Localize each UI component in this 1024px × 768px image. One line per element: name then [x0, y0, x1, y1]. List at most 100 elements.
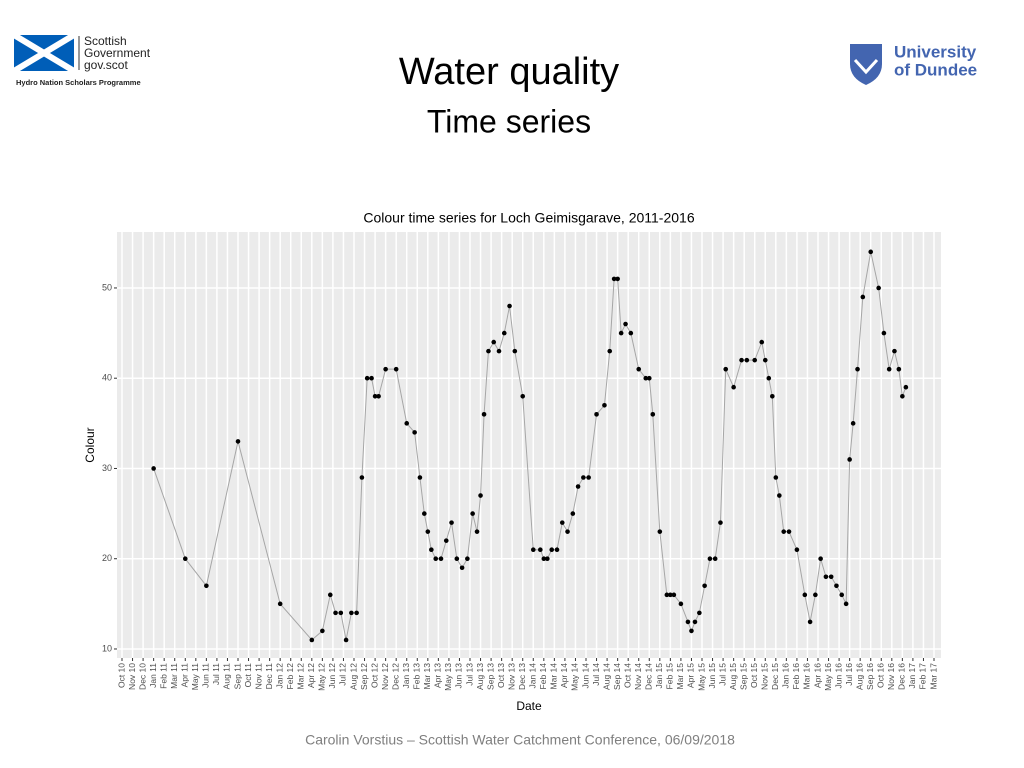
x-tick-label: Dec 11	[264, 663, 274, 690]
data-point	[759, 339, 765, 345]
data-point	[723, 366, 729, 372]
logo-text: Government	[84, 46, 151, 60]
x-tick-label: Jul 15	[717, 663, 727, 686]
x-tick-label: Mar 15	[675, 663, 685, 690]
data-point	[277, 601, 283, 607]
data-point	[491, 339, 497, 345]
data-point	[478, 493, 483, 498]
x-tick-label: Nov 11	[253, 663, 263, 690]
data-point	[850, 421, 856, 426]
data-point	[678, 601, 684, 607]
data-point	[501, 330, 507, 336]
x-tick-label: Dec 14	[644, 663, 654, 690]
data-point	[349, 610, 354, 616]
x-tick-label: Feb 11	[158, 663, 168, 689]
x-tick-label: Aug 12	[348, 663, 358, 690]
data-point	[770, 393, 775, 399]
data-point	[364, 375, 370, 381]
data-point	[429, 547, 434, 552]
data-point	[575, 484, 581, 489]
x-tick-label: Dec 12	[390, 663, 400, 690]
data-point	[602, 402, 607, 408]
x-tick-label: Mar 14	[549, 663, 559, 690]
x-tick-label: Oct 16	[876, 663, 886, 688]
data-point	[839, 592, 845, 598]
x-tick-label: Jun 16	[833, 663, 843, 689]
data-point	[449, 520, 454, 525]
data-point	[781, 529, 787, 534]
x-tick-label: Jul 16	[844, 663, 854, 686]
logo-caption: Hydro Nation Scholars Programme	[16, 78, 141, 87]
y-tick-label: 10	[102, 643, 112, 653]
y-tick-label: 30	[102, 463, 112, 473]
x-tick-label: Jun 14	[580, 663, 590, 689]
x-tick-label: Aug 11	[222, 663, 232, 690]
data-point	[657, 529, 663, 534]
data-point	[459, 565, 465, 571]
x-tick-label: Oct 13	[496, 663, 506, 688]
x-tick-label: May 13	[443, 663, 453, 691]
data-point	[739, 357, 744, 363]
data-point	[465, 556, 470, 562]
data-point	[309, 637, 315, 643]
data-point	[794, 547, 800, 552]
data-point	[731, 384, 736, 390]
data-point	[786, 529, 792, 534]
x-tick-label: Jun 15	[707, 663, 717, 689]
x-tick-label: Oct 10	[116, 663, 126, 688]
data-point	[438, 556, 444, 562]
x-tick-label: Nov 13	[506, 663, 516, 690]
data-point	[338, 610, 344, 616]
data-point	[541, 556, 547, 562]
data-point	[343, 637, 349, 643]
data-point	[903, 384, 909, 390]
x-tick-label: May 12	[317, 663, 327, 691]
data-point	[813, 592, 818, 598]
data-point	[762, 357, 768, 363]
x-tick-label: Feb 17	[918, 663, 928, 690]
data-point	[507, 303, 512, 309]
data-point	[412, 430, 417, 435]
data-point	[828, 574, 834, 580]
data-point	[752, 357, 758, 363]
x-tick-label: Feb 15	[665, 663, 675, 690]
logo-left: Scottish Government gov.scot Hydro Natio…	[12, 32, 151, 87]
data-point	[712, 556, 718, 562]
data-point	[433, 556, 439, 562]
x-tick-label: Oct 11	[243, 663, 253, 688]
data-point	[802, 592, 808, 598]
logo-text: Scottish	[84, 34, 127, 48]
x-tick-label: Nov 16	[886, 663, 896, 690]
x-tick-label: May 16	[823, 663, 833, 691]
x-tick-label: Apr 16	[812, 663, 822, 688]
data-point	[650, 412, 656, 417]
data-point	[554, 547, 560, 552]
data-point	[671, 592, 677, 598]
data-point	[570, 511, 576, 516]
data-point	[376, 393, 381, 399]
x-tick-label: Sep 14	[612, 663, 622, 690]
data-point	[481, 412, 487, 417]
data-point	[646, 375, 652, 381]
x-tick-label: Jan 13	[401, 663, 411, 689]
x-tick-label: Jan 14	[528, 663, 538, 689]
data-point	[860, 294, 866, 300]
data-point	[689, 628, 694, 634]
x-tick-label: Jul 13	[464, 663, 474, 686]
data-point	[327, 592, 333, 598]
series-line	[153, 251, 907, 641]
data-point	[886, 366, 892, 372]
x-tick-label: Jun 13	[454, 663, 464, 689]
x-tick-label: Feb 12	[285, 663, 295, 690]
data-point	[636, 366, 642, 372]
data-point	[834, 583, 839, 589]
data-point	[545, 556, 550, 562]
data-point	[581, 475, 586, 480]
data-point	[892, 348, 897, 354]
x-tick-label: Aug 16	[854, 663, 864, 690]
data-point	[151, 466, 156, 471]
data-point	[383, 366, 388, 372]
x-tick-label: May 14	[570, 663, 580, 691]
data-point	[843, 601, 849, 607]
